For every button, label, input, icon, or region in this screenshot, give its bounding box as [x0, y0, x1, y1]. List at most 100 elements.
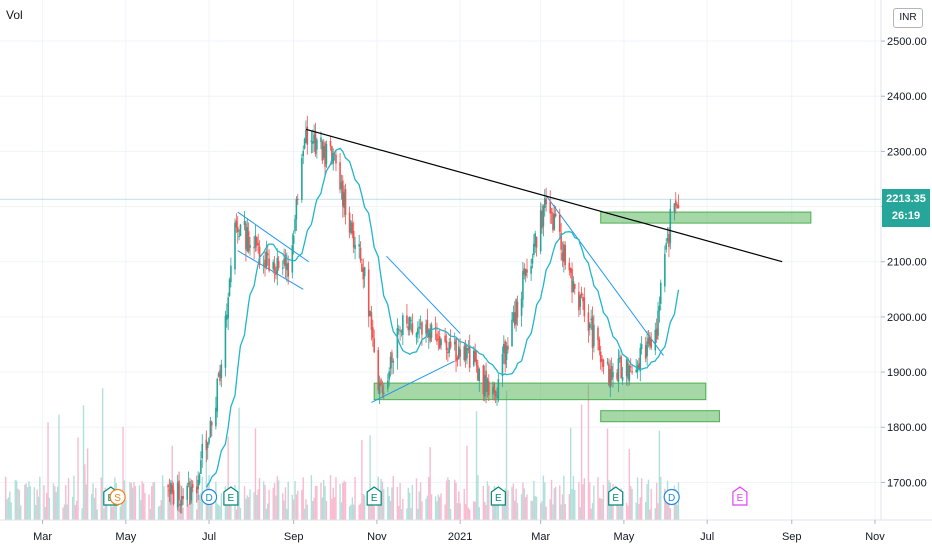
- volume-bar: [436, 501, 438, 520]
- currency-badge[interactable]: INR: [893, 8, 923, 28]
- candle-body: [485, 370, 487, 393]
- candle-body: [291, 245, 294, 273]
- volume-bar: [20, 505, 22, 520]
- time-axis[interactable]: Mar May Jul Sep Nov 2021 Mar May Jul Sep Nov: [33, 520, 885, 543]
- y-tick-label: 2300.00: [887, 146, 927, 158]
- candle-body: [455, 338, 457, 362]
- volume-bar: [253, 492, 255, 520]
- candle-body: [243, 221, 246, 226]
- volume-bar: [133, 481, 135, 520]
- volume-bar: [627, 505, 629, 520]
- volume-bar: [669, 508, 672, 520]
- support-zone[interactable]: [600, 211, 812, 224]
- resistance-trendline[interactable]: [305, 128, 783, 263]
- candle-body: [314, 131, 317, 154]
- volume-bar: [7, 497, 10, 520]
- pattern-line[interactable]: [386, 255, 461, 334]
- volume-bar: [301, 489, 303, 520]
- candle-body: [444, 335, 446, 342]
- event-marker-badge[interactable]: [732, 486, 748, 506]
- volume-bar: [363, 495, 366, 520]
- candle-body: [608, 363, 610, 385]
- candle-body: [598, 339, 601, 351]
- event-marker-badge[interactable]: [109, 488, 126, 506]
- volume-bar: [196, 509, 198, 520]
- volume-bar: [62, 507, 64, 520]
- volume-bar: [501, 498, 504, 520]
- volume-bar: [140, 500, 142, 520]
- event-marker-badge[interactable]: [200, 488, 218, 506]
- candle-body: [568, 262, 571, 271]
- event-marker-badge[interactable]: [223, 486, 239, 506]
- volume-bar: [52, 483, 55, 520]
- event-marker-badge[interactable]: [366, 486, 382, 506]
- volume-bar: [198, 494, 201, 520]
- support-zone[interactable]: [373, 382, 707, 401]
- volume-bar: [286, 509, 288, 520]
- pattern-line[interactable]: [237, 211, 309, 263]
- pattern-line[interactable]: [545, 195, 664, 356]
- candle-body: [216, 378, 219, 412]
- candle-body: [294, 219, 296, 232]
- candle-body: [200, 460, 202, 474]
- candle-body: [501, 353, 504, 377]
- volume-bar: [437, 494, 440, 520]
- volume-bar: [130, 482, 132, 520]
- candle-body: [381, 385, 384, 393]
- event-markers[interactable]: ESDEEEEDE: [103, 486, 748, 506]
- candle-body: [262, 263, 265, 265]
- volume-bar: [153, 482, 156, 520]
- pattern-line[interactable]: [237, 250, 304, 290]
- volume-bar: [464, 503, 467, 520]
- candle-body: [332, 153, 335, 164]
- volume-bar: [447, 477, 449, 520]
- volume-bar: [392, 476, 394, 520]
- candle-body: [620, 356, 622, 379]
- candle-body: [483, 374, 486, 397]
- last-price-badge: 2213.35 26:19: [882, 189, 930, 227]
- event-marker-badge[interactable]: [608, 486, 624, 506]
- candle-body: [351, 223, 354, 234]
- volume-bar: [445, 480, 448, 520]
- event-marker-badge[interactable]: [663, 488, 680, 506]
- volume-bar: [473, 500, 475, 520]
- volume-bar: [313, 497, 315, 520]
- volume-bar: [657, 503, 659, 520]
- y-tick-label: 1700.00: [887, 477, 927, 489]
- volume-bar: [228, 505, 231, 520]
- volume-bar: [503, 502, 505, 520]
- volume-bar: [373, 506, 375, 520]
- price-axis[interactable]: 2500.002400.002300.002200.002100.002000.…: [881, 36, 927, 489]
- volume-bar: [48, 497, 51, 520]
- event-marker-label: E: [737, 493, 744, 504]
- volume-bar: [197, 495, 199, 520]
- candle-body: [215, 407, 217, 427]
- volume-bar: [568, 494, 571, 520]
- candle-body: [408, 316, 411, 330]
- candle-body: [504, 341, 506, 365]
- event-marker-label: D: [205, 493, 212, 504]
- candle-body: [372, 327, 374, 339]
- volume-bar: [539, 503, 542, 520]
- candle-body: [561, 252, 564, 261]
- volume-bar: [144, 492, 146, 520]
- candle-body: [415, 333, 418, 338]
- volume-bar: [456, 503, 459, 520]
- volume-bar: [191, 481, 194, 520]
- candle-body: [321, 141, 324, 161]
- volume-bar: [534, 496, 536, 520]
- volume-bar: [312, 500, 314, 520]
- support-zone[interactable]: [600, 410, 720, 423]
- event-marker-badge[interactable]: [490, 486, 506, 506]
- volume-bar: [160, 500, 162, 520]
- trendline[interactable]: [305, 128, 783, 263]
- volume-bar: [159, 505, 161, 520]
- candle-body: [649, 336, 651, 346]
- pattern-line[interactable]: [371, 360, 455, 403]
- volume-bar: [560, 504, 562, 520]
- volume-bar: [625, 502, 628, 520]
- volume-bar: [455, 482, 457, 520]
- volume-bar: [458, 491, 460, 520]
- volume-bar: [77, 437, 79, 520]
